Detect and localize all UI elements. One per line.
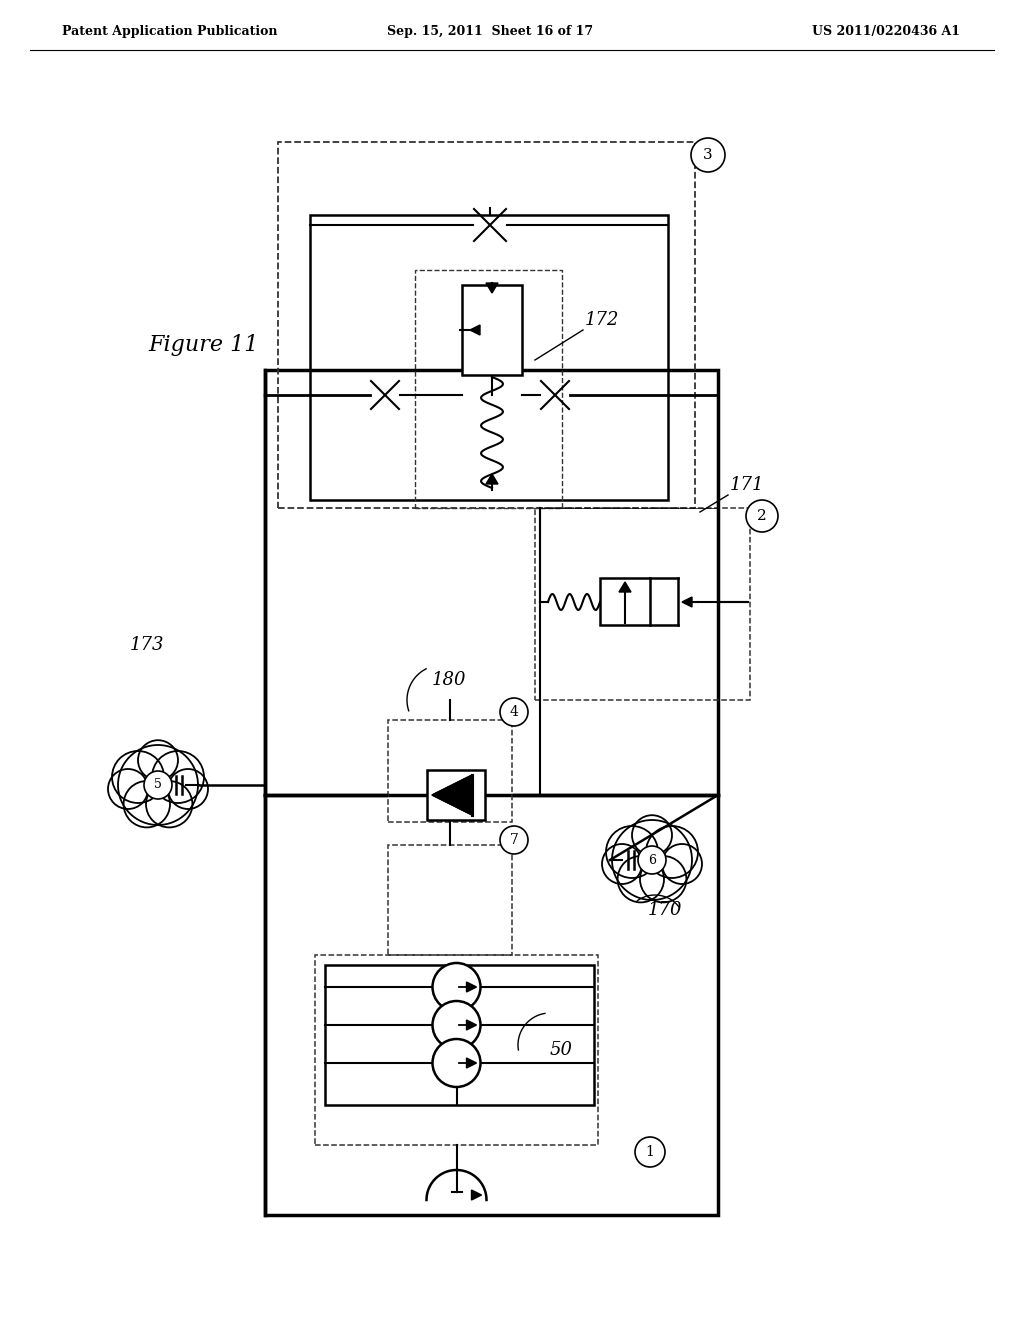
Polygon shape: [467, 1020, 476, 1030]
Bar: [388, 845, 512, 954]
Polygon shape: [470, 325, 480, 335]
Circle shape: [432, 1001, 480, 1049]
Text: 2: 2: [757, 510, 767, 523]
Text: 171: 171: [730, 477, 765, 494]
Bar: [278, 143, 695, 508]
Bar: [325, 965, 594, 1105]
Text: 170: 170: [648, 902, 683, 919]
Text: 4: 4: [510, 705, 518, 719]
Circle shape: [640, 855, 686, 903]
Circle shape: [646, 826, 698, 878]
Bar: [310, 215, 668, 500]
Circle shape: [617, 855, 664, 903]
Text: Sep. 15, 2011  Sheet 16 of 17: Sep. 15, 2011 Sheet 16 of 17: [387, 25, 593, 38]
Circle shape: [168, 770, 208, 809]
Circle shape: [500, 698, 528, 726]
Text: 7: 7: [510, 833, 518, 847]
Polygon shape: [618, 582, 631, 591]
Circle shape: [118, 744, 198, 825]
Polygon shape: [467, 982, 476, 993]
Circle shape: [602, 843, 642, 884]
Bar: [415, 271, 562, 508]
Circle shape: [500, 826, 528, 854]
Circle shape: [606, 826, 658, 878]
Circle shape: [612, 820, 692, 900]
Circle shape: [432, 964, 480, 1011]
Circle shape: [638, 846, 666, 874]
Text: 172: 172: [585, 312, 620, 329]
Bar: [427, 770, 485, 820]
Polygon shape: [486, 474, 498, 484]
Polygon shape: [432, 775, 472, 814]
Text: Figure 11: Figure 11: [148, 334, 258, 356]
Circle shape: [144, 771, 172, 799]
Circle shape: [432, 1039, 480, 1086]
Polygon shape: [471, 1191, 481, 1200]
Bar: [600, 578, 650, 624]
Bar: [315, 954, 598, 1144]
Polygon shape: [682, 597, 692, 607]
Bar: [265, 370, 718, 1214]
Text: 5: 5: [154, 779, 162, 792]
Circle shape: [152, 751, 204, 803]
Circle shape: [691, 139, 725, 172]
Text: 1: 1: [645, 1144, 654, 1159]
Circle shape: [108, 770, 148, 809]
Bar: [388, 719, 512, 822]
Text: Patent Application Publication: Patent Application Publication: [62, 25, 278, 38]
Circle shape: [662, 843, 702, 884]
Bar: [462, 285, 522, 375]
Circle shape: [746, 500, 778, 532]
Bar: [535, 508, 750, 700]
Polygon shape: [486, 282, 498, 293]
Text: 3: 3: [703, 148, 713, 162]
Text: 50: 50: [550, 1041, 573, 1059]
Circle shape: [112, 751, 164, 803]
Circle shape: [635, 1137, 665, 1167]
Circle shape: [632, 816, 672, 855]
Text: US 2011/0220436 A1: US 2011/0220436 A1: [812, 25, 961, 38]
Circle shape: [146, 781, 193, 828]
Text: 173: 173: [130, 636, 165, 653]
Text: 6: 6: [648, 854, 656, 866]
Circle shape: [124, 781, 170, 828]
Circle shape: [138, 741, 178, 780]
Text: 180: 180: [432, 671, 467, 689]
Polygon shape: [467, 1059, 476, 1068]
